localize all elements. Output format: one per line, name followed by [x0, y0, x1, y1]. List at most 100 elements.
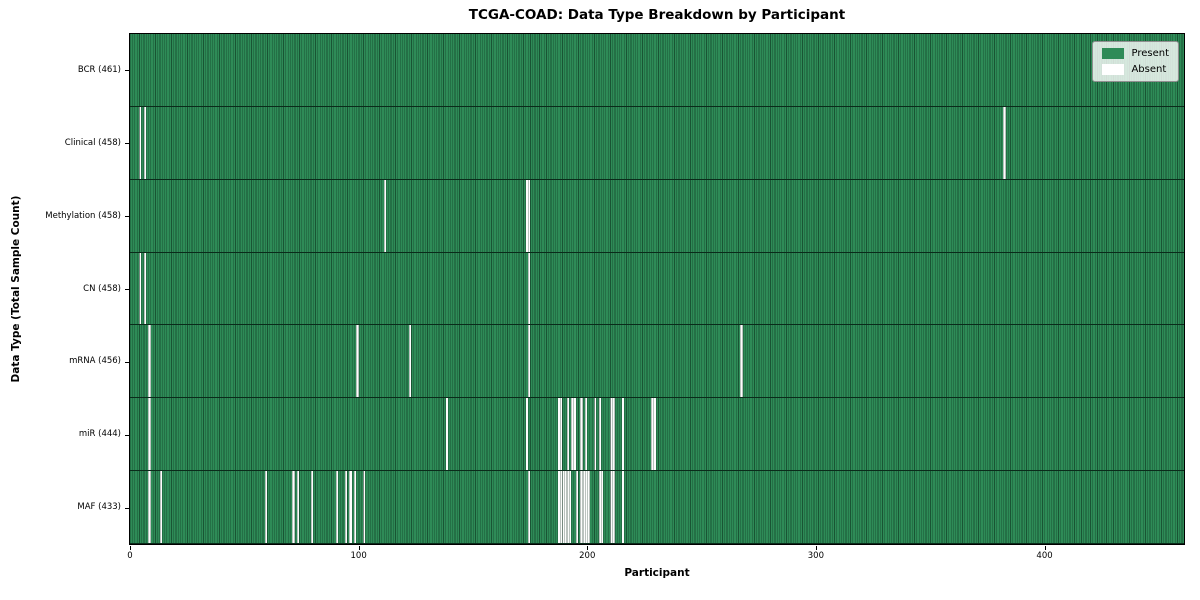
- absent-cell: [584, 471, 588, 544]
- absent-cell: [310, 471, 313, 544]
- absent-cell: [525, 179, 528, 252]
- absent-cell: [527, 325, 531, 398]
- absent-cell: [612, 471, 615, 544]
- absent-cell: [582, 471, 585, 544]
- absent-cell: [610, 398, 613, 471]
- heatmap-row-mir: [130, 398, 1184, 472]
- absent-cell: [584, 398, 588, 471]
- absent-cell: [143, 106, 146, 179]
- absent-cell: [621, 471, 624, 544]
- absent-cell: [598, 398, 601, 471]
- x-tick-label: 0: [127, 551, 133, 561]
- absent-cell: [292, 471, 295, 544]
- absent-cell: [354, 471, 357, 544]
- absent-cell: [575, 471, 579, 544]
- absent-cell: [408, 325, 412, 398]
- legend-item-absent: Absent: [1102, 64, 1169, 75]
- heatmap-row-cn: [130, 252, 1184, 326]
- y-tick-label: Clinical (458): [64, 137, 121, 148]
- absent-cell: [344, 471, 348, 544]
- y-tick-label: MAF (433): [77, 502, 121, 513]
- y-tick-mark: [125, 143, 129, 145]
- absent-cell: [148, 398, 151, 471]
- y-tick-mark: [125, 289, 129, 290]
- absent-cell: [356, 325, 359, 398]
- y-tick-mark: [125, 216, 129, 218]
- absent-cell: [566, 398, 569, 471]
- absent-cell: [527, 179, 531, 252]
- absent-cell: [139, 252, 142, 325]
- x-tick-label: 400: [1036, 551, 1053, 561]
- absent-cell: [571, 398, 574, 471]
- absent-cell: [653, 398, 656, 471]
- absent-cell: [1003, 106, 1006, 179]
- absent-cell: [296, 471, 300, 544]
- y-tick-label: Methylation (458): [45, 210, 121, 221]
- absent-cell: [621, 398, 624, 471]
- x-tick-mark: [587, 546, 589, 550]
- absent-cell: [610, 471, 613, 544]
- absent-cell: [580, 471, 583, 544]
- absent-cell: [525, 398, 528, 471]
- x-tick-mark: [815, 546, 817, 550]
- y-tick-mark: [125, 434, 129, 436]
- absent-cell: [148, 471, 151, 544]
- y-tick-label: CN (458): [83, 283, 121, 294]
- absent-cell: [740, 325, 743, 398]
- heatmap-row-clinical: [130, 106, 1184, 180]
- absent-cell: [651, 398, 654, 471]
- x-tick-mark: [130, 546, 131, 550]
- heatmap-row-bcr: [130, 34, 1184, 107]
- x-tick-mark: [358, 546, 360, 550]
- x-tick-label: 200: [579, 551, 596, 561]
- absent-cell: [148, 325, 151, 398]
- absent-cell: [559, 471, 563, 544]
- legend-absent-swatch: [1102, 64, 1125, 75]
- y-tick-mark: [125, 70, 129, 72]
- y-tick-mark: [125, 507, 129, 509]
- absent-cell: [139, 106, 142, 179]
- heatmap-row-methylation: [130, 179, 1184, 253]
- absent-cell: [143, 252, 146, 325]
- absent-cell: [562, 471, 565, 544]
- absent-cell: [600, 471, 604, 544]
- absent-cell: [527, 252, 531, 325]
- chart-title: TCGA-COAD: Data Type Breakdown by Partic…: [468, 7, 846, 23]
- absent-cell: [264, 471, 268, 544]
- absent-cell: [527, 471, 531, 544]
- absent-cell: [594, 398, 597, 471]
- absent-cell: [159, 471, 162, 544]
- absent-cell: [383, 179, 387, 252]
- absent-cell: [335, 471, 339, 544]
- absent-cell: [587, 471, 590, 544]
- heatmap-row-maf: [130, 471, 1184, 545]
- absent-cell: [580, 398, 583, 471]
- x-tick-label: 100: [350, 551, 367, 561]
- y-tick-label: BCR (461): [77, 64, 121, 75]
- y-tick-label: miR (444): [78, 429, 121, 440]
- absent-cell: [566, 471, 569, 544]
- heatmap-row-mrna: [130, 325, 1184, 399]
- absent-cell: [573, 398, 576, 471]
- y-tick-label: mRNA (456): [69, 356, 121, 367]
- absent-cell: [349, 471, 352, 544]
- absent-cell: [445, 398, 448, 471]
- absent-cell: [568, 471, 572, 544]
- absent-cell: [612, 398, 615, 471]
- legend-present-swatch: [1102, 48, 1125, 59]
- absent-cell: [363, 471, 366, 544]
- legend-absent-label: Absent: [1131, 64, 1167, 75]
- absent-cell: [598, 471, 601, 544]
- x-tick-label: 300: [807, 551, 825, 561]
- absent-cell: [559, 398, 563, 471]
- absent-cell: [564, 471, 567, 544]
- y-tick-mark: [125, 361, 129, 363]
- x-axis-label: Participant: [624, 567, 690, 579]
- absent-cell: [557, 471, 560, 544]
- legend: Present Absent: [1092, 41, 1179, 82]
- plot-area: Present Absent: [129, 33, 1185, 545]
- legend-item-present: Present: [1102, 48, 1169, 59]
- absent-cell: [557, 398, 560, 471]
- x-tick-mark: [1044, 546, 1046, 550]
- legend-present-label: Present: [1131, 48, 1169, 59]
